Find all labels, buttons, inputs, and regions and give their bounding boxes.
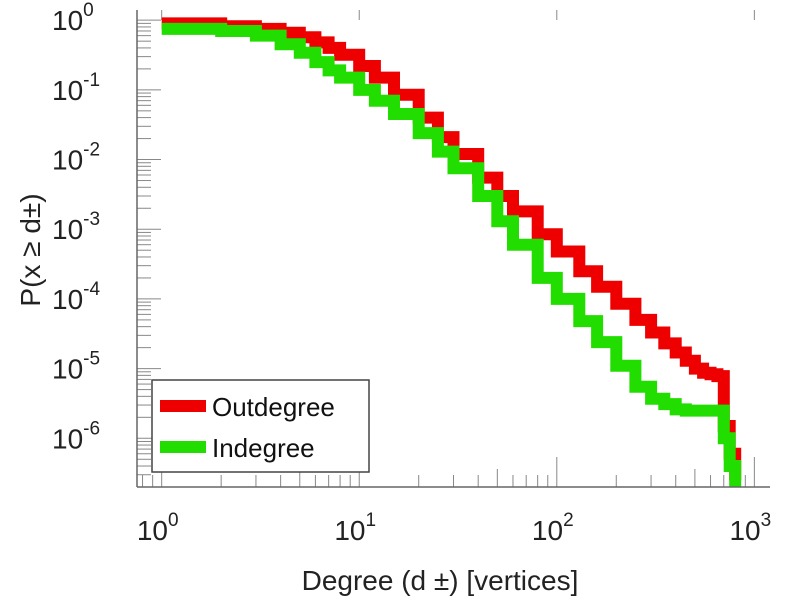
- legend-label-outdegree: Outdegree: [212, 392, 335, 422]
- legend-label-indegree: Indegree: [212, 433, 315, 463]
- legend-box: [151, 379, 370, 473]
- y-tick-label: 10-3: [52, 209, 100, 245]
- x-tick-label: 103: [729, 510, 771, 546]
- x-tick-label: 100: [137, 510, 179, 546]
- y-tick-label: 10-4: [52, 279, 100, 315]
- y-tick-label: 10-2: [52, 140, 100, 176]
- series-line-indegree: [161, 22, 742, 487]
- y-axis-label: P(x ≥ d±): [15, 193, 46, 306]
- y-tick-label: 10-1: [52, 70, 100, 106]
- x-tick-label: 102: [532, 510, 574, 546]
- x-tick-label: 101: [334, 510, 376, 546]
- axes: [136, 10, 770, 488]
- series-layer: [161, 17, 742, 487]
- series-line-outdegree: [161, 17, 742, 481]
- y-tick-label: 10-5: [52, 349, 100, 385]
- legend: Outdegree Indegree: [151, 379, 370, 473]
- y-tick-label: 100: [52, 0, 94, 36]
- x-axis-label: Degree (d ±) [vertices]: [302, 565, 579, 596]
- tick-labels: 100 101 102 103 100 10-1 10-2 10-3 10-4 10-5 10-6: [52, 0, 771, 546]
- y-tick-label: 10-6: [52, 418, 100, 454]
